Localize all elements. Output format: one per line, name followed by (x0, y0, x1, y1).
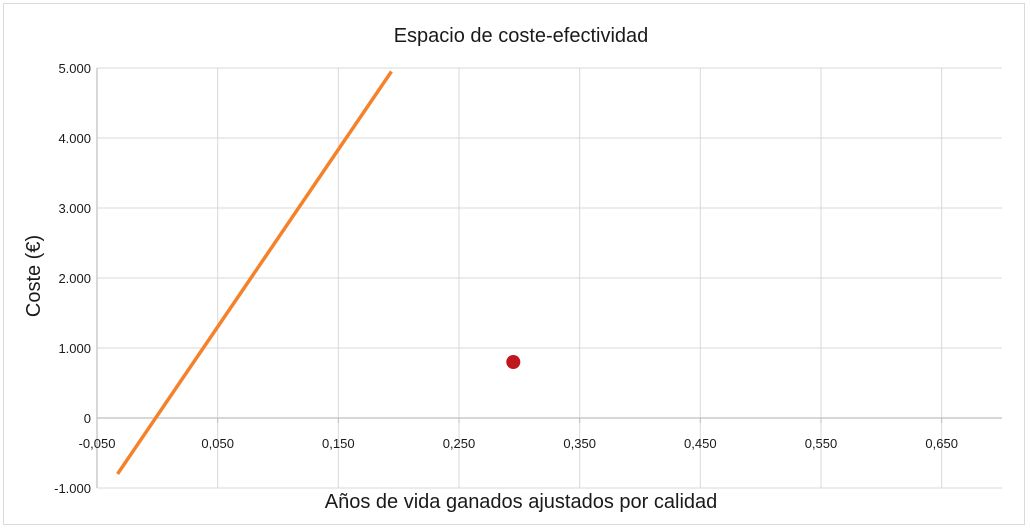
y-tick-label: 2.000 (58, 271, 91, 286)
x-tick-label: -0,050 (79, 436, 116, 451)
threshold-line (116, 70, 393, 475)
y-tick-label: -1.000 (54, 481, 91, 496)
y-axis-title: Coste (€) (23, 235, 45, 317)
chart-frame (3, 3, 1025, 525)
y-tick-label: 4.000 (58, 131, 91, 146)
x-axis-title: Años de vida ganados ajustados por calid… (325, 491, 718, 513)
x-tick-label: 0,550 (805, 436, 838, 451)
x-tick-label: 0,150 (322, 436, 355, 451)
grid (97, 67, 1002, 489)
x-tick-label: 0,350 (563, 436, 596, 451)
chart-title: Espacio de coste-efectividad (394, 25, 649, 47)
x-tick-label: 0,650 (925, 436, 958, 451)
y-tick-label: 3.000 (58, 201, 91, 216)
x-tick-label: 0,050 (201, 436, 234, 451)
y-tick-label: 5.000 (58, 61, 91, 76)
x-tick-label: 0,450 (684, 436, 717, 451)
x-tick-label: 0,250 (443, 436, 476, 451)
y-tick-label: 1.000 (58, 341, 91, 356)
data-marks (116, 70, 521, 475)
data-point (506, 355, 521, 369)
axes (96, 68, 1002, 488)
y-tick-label: 0 (84, 411, 91, 426)
tick-labels: -1.000 0 1.000 2.000 3.000 4.000 5.000 -0,050 0,… (54, 61, 958, 496)
